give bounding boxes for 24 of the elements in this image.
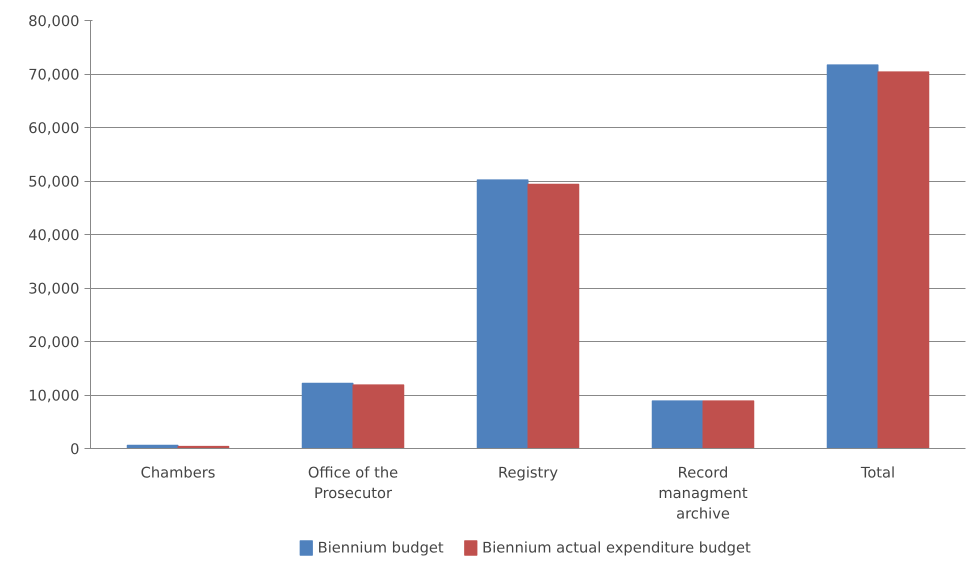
legend-label: Biennium actual expenditure budget <box>482 540 752 556</box>
y-tick-label: 30,000 <box>28 280 80 298</box>
x-tick-label: Registry <box>498 464 558 482</box>
x-tick-label: Office of the Prosecutor <box>308 464 398 502</box>
legend-label: Biennium budget <box>318 540 444 556</box>
x-tick-label: Total <box>860 464 896 482</box>
bar <box>528 184 580 448</box>
bar <box>476 179 528 448</box>
bar <box>652 400 704 448</box>
y-tick-label: 70,000 <box>28 66 80 84</box>
y-tick-label: 20,000 <box>28 334 80 351</box>
y-tick-label: 80,000 <box>28 13 80 30</box>
y-tick-label: 60,000 <box>28 120 80 137</box>
x-tick-label: Record managment archive <box>658 464 748 522</box>
bar <box>878 71 930 448</box>
y-tick-label: 40,000 <box>28 227 80 244</box>
y-tick-label: 10,000 <box>28 388 80 404</box>
y-tick-label: 0 <box>70 441 80 458</box>
bar <box>826 64 878 448</box>
bar <box>352 384 404 448</box>
bar <box>302 382 354 448</box>
y-tick-label: 50,000 <box>28 174 80 190</box>
bar <box>702 400 754 448</box>
x-tick-label: Chambers <box>140 464 216 482</box>
